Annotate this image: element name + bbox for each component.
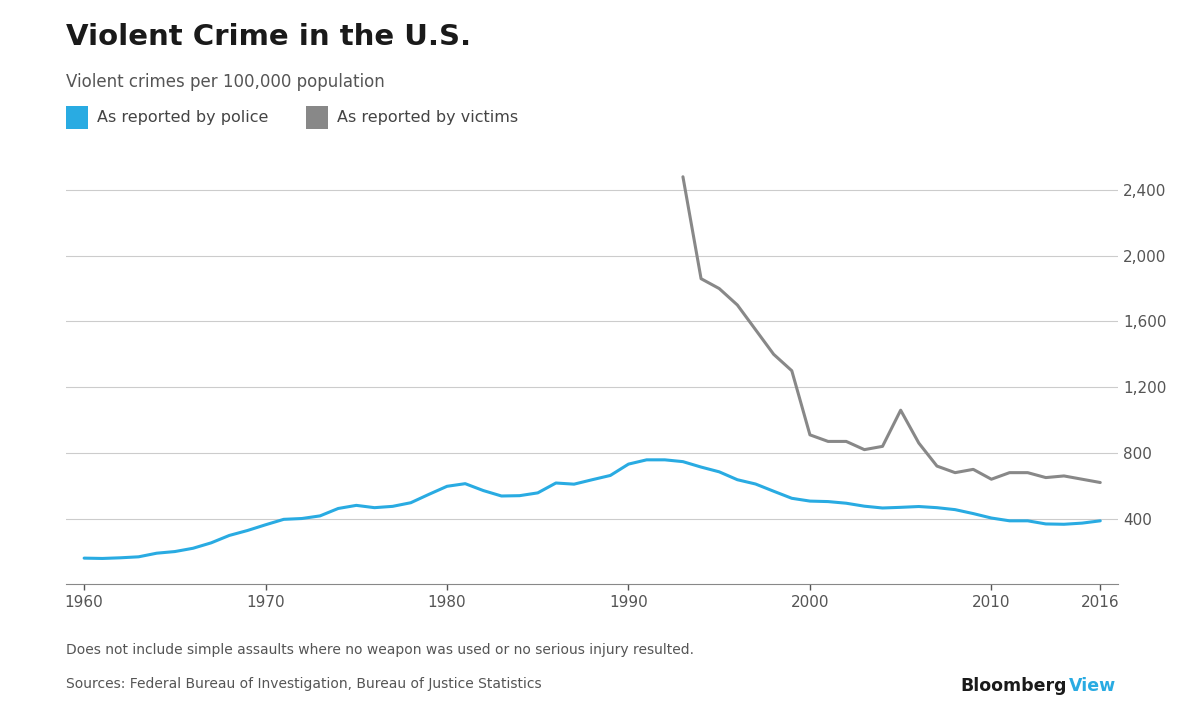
Text: Violent Crime in the U.S.: Violent Crime in the U.S. <box>66 23 472 52</box>
Text: Sources: Federal Bureau of Investigation, Bureau of Justice Statistics: Sources: Federal Bureau of Investigation… <box>66 677 541 690</box>
Text: Violent crimes per 100,000 population: Violent crimes per 100,000 population <box>66 73 385 91</box>
Text: Does not include simple assaults where no weapon was used or no serious injury r: Does not include simple assaults where n… <box>66 643 694 656</box>
Text: As reported by victims: As reported by victims <box>337 110 518 125</box>
Text: Bloomberg: Bloomberg <box>960 677 1067 695</box>
Text: As reported by police: As reported by police <box>97 110 269 125</box>
Text: View: View <box>1069 677 1116 695</box>
